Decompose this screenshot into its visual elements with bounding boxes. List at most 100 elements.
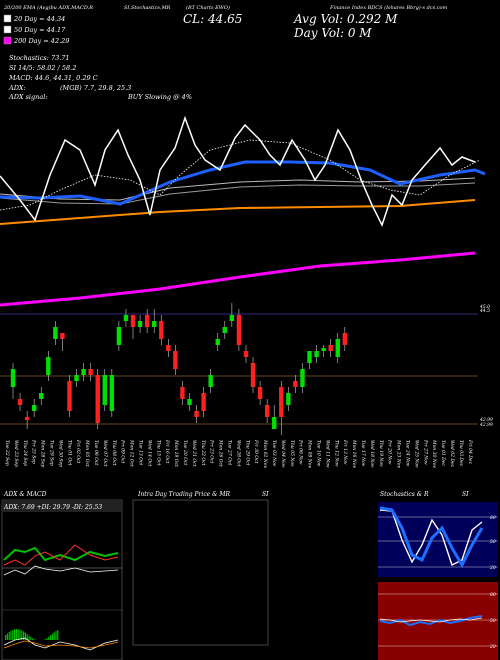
date-label: Mon 16 Nov [351, 439, 357, 468]
candle-body [194, 411, 199, 417]
candle-body [109, 375, 115, 411]
candle-body [215, 339, 220, 345]
candle [116, 321, 122, 351]
date-label: Thu 24 Sep [22, 440, 28, 466]
candle [342, 327, 348, 351]
date-label: Fri 02 Oct [75, 439, 81, 464]
macd-histogram-bar [51, 633, 53, 640]
date-label: Wed 30 Sep [57, 440, 63, 467]
date-label: Wed 07 Oct [102, 440, 108, 467]
candle-body [46, 357, 51, 375]
candle [144, 309, 150, 333]
candle [123, 309, 129, 327]
candle-body [314, 351, 319, 357]
candle [257, 381, 263, 405]
date-label: Tue 27 Oct [227, 440, 233, 465]
date-label: Tue 01 Dec [440, 440, 446, 466]
candle [39, 387, 44, 405]
rsi-signal-line [379, 617, 483, 623]
macd-histogram-bar [5, 635, 7, 640]
macd-histogram-bar [10, 630, 12, 640]
date-label: Thu 15 Oct [155, 440, 161, 466]
ma-band-upper [0, 177, 476, 201]
date-label: Thu 12 Nov [333, 440, 339, 467]
sma-200-line [0, 251, 476, 307]
stoch-axis-label: 20 [489, 565, 496, 571]
adx-signal-value: BUY Slowing @ 4% [127, 93, 192, 101]
legend: 20 Day = 44.34 50 Day = 44.17 200 Day = 42… [3, 14, 69, 45]
candle-body [173, 351, 178, 369]
rsi-axis-label: 20 [489, 644, 496, 650]
intraday-panel-si: SI [262, 491, 269, 498]
date-label: Fri 04 Dec [467, 439, 473, 465]
rsi-axis-label: 50 [490, 618, 496, 624]
candle-body [222, 327, 227, 333]
candle-body [137, 321, 143, 327]
candle [279, 381, 284, 435]
candle-body [335, 339, 340, 357]
date-label: Wed 21 Oct [191, 440, 197, 467]
macd-histogram-bar [24, 632, 26, 640]
date-label: Thu 22 Oct [200, 440, 206, 466]
candle [335, 333, 340, 363]
candle [24, 411, 30, 429]
candle [187, 393, 192, 411]
candle [137, 315, 143, 333]
candle [201, 387, 206, 417]
candle [46, 351, 51, 381]
candle [88, 363, 93, 381]
candle-body [328, 345, 333, 351]
candle [74, 369, 79, 387]
legend-label: 50 Day = 44.17 [14, 26, 66, 34]
stoch-axis-label: 50 [490, 539, 496, 545]
candle [166, 339, 171, 357]
candle [173, 345, 178, 375]
candle [272, 405, 277, 429]
stoch-panel-upper [378, 502, 498, 577]
date-label: Tue 03 Nov [271, 440, 277, 467]
date-label: Wed 23 Sep [13, 440, 19, 467]
candle-body [279, 387, 284, 417]
date-label: Wed 11 Nov [324, 440, 330, 468]
macd-histogram-bar [57, 630, 59, 640]
date-label: Tue 22 Sep [4, 440, 10, 466]
candle-body [53, 327, 58, 339]
date-label: Fri 27 Nov [422, 439, 428, 465]
candle-body [236, 315, 242, 345]
candle-body [342, 333, 348, 345]
ma-band-lower [0, 182, 476, 205]
close-price: CL: 44.65 [183, 12, 242, 26]
header-right: Finance Index BDCS (Ishares Bbrg)-s dcs.… [329, 4, 448, 11]
candle-body [300, 369, 305, 387]
candle [67, 375, 72, 417]
ema-dotted-line [0, 139, 481, 211]
adx-minus-di [3, 544, 119, 566]
candle [229, 303, 235, 327]
date-label: Fri 25 Sep [31, 439, 37, 464]
date-label: Mon 12 Oct [129, 439, 135, 467]
stoch-panel-si: SI [462, 491, 469, 498]
legend-swatch [3, 25, 12, 34]
candle-body [250, 363, 256, 387]
header-mid1: SI,Stochastics,MR [124, 5, 171, 11]
macd-histogram-bar [14, 629, 16, 640]
date-label: Thu 03 Dec [458, 440, 464, 467]
candle [314, 345, 319, 363]
candle-body [123, 315, 129, 321]
macd-histogram-bar [15, 629, 17, 640]
candle [130, 315, 136, 339]
price-axis-label: 45.0 [479, 304, 490, 310]
candle [222, 321, 227, 339]
legend-swatch [3, 14, 12, 23]
date-label: Fri 23 Oct [209, 439, 215, 464]
candle-body [293, 381, 298, 387]
candle-body [264, 405, 270, 417]
candle [328, 339, 333, 357]
candle-body [144, 315, 150, 327]
macd-histogram-bar [19, 629, 21, 640]
macd-histogram-bar [55, 631, 57, 640]
intraday-panel-frame [132, 499, 269, 646]
candle [208, 369, 213, 393]
candle [215, 333, 220, 351]
